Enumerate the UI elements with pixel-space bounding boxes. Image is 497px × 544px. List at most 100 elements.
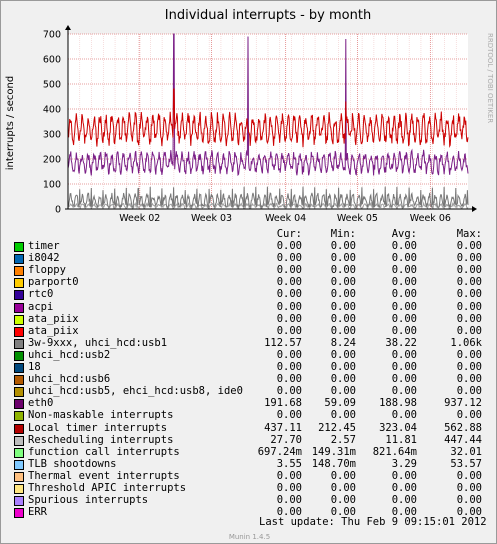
legend-label: timer xyxy=(28,240,60,252)
legend-min-value: 0.00 xyxy=(330,348,356,361)
y-tick-label: 700 xyxy=(43,30,61,41)
legend-row: Local timer interrupts 437.11 212.45 323.04… xyxy=(1,421,496,434)
legend-cur-value: 3.55 xyxy=(276,457,302,470)
legend-cur-value: 0.00 xyxy=(276,288,302,301)
legend-row: Spurious interrupts 0.00 0.00 0.00 0.00 xyxy=(1,494,496,507)
legend-max-value: 0.00 xyxy=(456,469,482,482)
legend-min-value: 212.45 xyxy=(318,421,356,434)
legend-min-value: 0.00 xyxy=(330,276,356,289)
legend-swatch xyxy=(14,375,24,386)
legend-row: Rescheduling interrupts 27.70 2.57 11.81 447… xyxy=(1,433,496,446)
legend-avg-value: 0.00 xyxy=(391,469,417,482)
legend-row: floppy 0.00 0.00 0.00 0.00 xyxy=(1,264,496,277)
legend-swatch xyxy=(14,411,24,422)
legend-min-value: 0.00 xyxy=(330,409,356,422)
legend-cur-value: 0.00 xyxy=(276,506,302,519)
legend-swatch xyxy=(14,459,24,470)
legend-max-value: 1.06k xyxy=(450,336,482,349)
legend-row: TLB shootdowns 3.55 148.70m 3.29 53.57 xyxy=(1,457,496,470)
y-tick-label: 300 xyxy=(43,130,61,141)
legend-avg-value: 821.64m xyxy=(372,445,417,458)
legend-max-value: 447.44 xyxy=(444,433,482,446)
legend-label: Spurious interrupts xyxy=(28,494,149,507)
legend-cur-value: 0.00 xyxy=(276,494,302,507)
legend-cur-value: 0.00 xyxy=(276,385,302,398)
legend-min-value: 2.57 xyxy=(330,433,356,446)
legend-min-value: 0.00 xyxy=(330,240,356,252)
legend-avg-value: 0.00 xyxy=(391,373,417,386)
legend-avg-value: 0.00 xyxy=(391,324,417,337)
legend-max-value: 0.00 xyxy=(456,482,482,494)
legend-swatch xyxy=(14,254,24,265)
legend-max-value: 0.00 xyxy=(456,288,482,301)
chart-area: Individual interrupts - by month interru… xyxy=(5,8,494,224)
legend-max-value: 32.01 xyxy=(450,445,482,458)
legend-cur-value: 0.00 xyxy=(276,373,302,386)
legend-swatch xyxy=(14,326,24,337)
legend-swatch xyxy=(14,423,24,434)
legend-avg-value: 0.00 xyxy=(391,494,417,507)
legend-avg-value: 0.00 xyxy=(391,409,417,422)
legend-swatch xyxy=(14,290,24,301)
legend-max-value: 0.00 xyxy=(456,264,482,277)
legend-max-value: 0.00 xyxy=(456,373,482,386)
legend-swatch xyxy=(14,338,24,349)
legend-max-value: 0.00 xyxy=(456,494,482,507)
legend-label: 18 xyxy=(28,361,41,373)
x-tick-label: Week 03 xyxy=(191,213,232,224)
legend-row: function call interrupts 697.24m 149.31m 82… xyxy=(1,445,496,458)
legend-label: ERR xyxy=(28,506,47,519)
series-line xyxy=(67,201,469,211)
legend-row: parport0 0.00 0.00 0.00 0.00 xyxy=(1,276,496,289)
series-line xyxy=(67,33,469,177)
legend-swatch xyxy=(14,508,24,519)
y-tick-label: 100 xyxy=(43,180,61,191)
legend-row: ata_piix 0.00 0.00 0.00 0.00 xyxy=(1,324,496,337)
legend-min-value: 148.70m xyxy=(311,457,356,470)
legend-label: uhci_hcd:usb2 xyxy=(28,348,111,361)
legend-min-value: 0.00 xyxy=(330,469,356,482)
header-avg: Avg: xyxy=(391,228,417,240)
legend-max-value: 0.00 xyxy=(456,312,482,325)
legend-avg-value: 323.04 xyxy=(379,421,417,434)
legend-label: TLB shootdowns xyxy=(28,457,117,470)
legend-min-value: 8.24 xyxy=(330,336,356,349)
legend-min-value: 0.00 xyxy=(330,494,356,507)
x-tick-label: Week 05 xyxy=(337,213,378,224)
legend-swatch xyxy=(14,387,24,398)
legend-row: Non-maskable interrupts 0.00 0.00 0.00 0.00 xyxy=(1,409,496,422)
legend-cur-value: 0.00 xyxy=(276,324,302,337)
legend-cur-value: 0.00 xyxy=(276,361,302,373)
legend-swatch xyxy=(14,278,24,289)
legend-max-value: 0.00 xyxy=(456,385,482,398)
legend-min-value: 0.00 xyxy=(330,324,356,337)
legend-min-value: 0.00 xyxy=(330,361,356,373)
legend-label: function call interrupts xyxy=(28,445,180,458)
legend-cur-value: 0.00 xyxy=(276,409,302,422)
last-update: Last update: Thu Feb 9 09:15:01 2012 xyxy=(259,516,487,528)
legend-label: eth0 xyxy=(28,397,54,410)
legend-row: Thermal event interrupts 0.00 0.00 0.00 0.00 xyxy=(1,469,496,482)
legend-avg-value: 0.00 xyxy=(391,361,417,373)
legend-swatch xyxy=(14,447,24,458)
legend-swatch xyxy=(14,363,24,373)
y-tick-label: 500 xyxy=(43,80,61,91)
legend-label: uhci_hcd:usb6 xyxy=(28,373,111,386)
legend-swatch xyxy=(14,435,24,446)
legend-label: floppy xyxy=(28,264,66,277)
legend-label: Non-maskable interrupts xyxy=(28,409,174,422)
legend-max-value: 0.00 xyxy=(456,361,482,373)
legend-max-value: 0.00 xyxy=(456,506,482,519)
legend-max-value: 937.12 xyxy=(444,397,482,410)
header-max: Max: xyxy=(456,228,482,240)
legend-row: ERR 0.00 0.00 0.00 0.00 xyxy=(1,506,496,519)
legend-cur-value: 0.00 xyxy=(276,276,302,289)
legend-cur-value: 0.00 xyxy=(276,264,302,277)
legend-swatch xyxy=(14,399,24,410)
header-cur: Cur: xyxy=(276,228,302,240)
legend-avg-value: 0.00 xyxy=(391,482,417,494)
legend-avg-value: 11.81 xyxy=(385,433,417,446)
legend-label: uhci_hcd:usb5, ehci_hcd:usb8, ide0 xyxy=(28,385,243,398)
legend-max-value: 53.57 xyxy=(450,457,482,470)
